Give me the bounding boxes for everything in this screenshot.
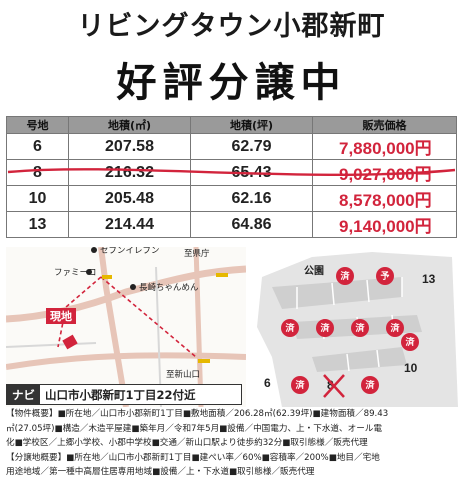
site-label: 現地 — [50, 309, 72, 323]
sold-mark: 済 — [295, 379, 305, 390]
sold-mark-icon — [316, 319, 334, 337]
header-sqm: 地積(㎡) — [68, 116, 191, 134]
lot-label-8: 8 — [327, 378, 334, 392]
lot-label-10: 10 — [404, 361, 418, 375]
sold-mark: 済 — [340, 270, 350, 281]
sold-mark-icon — [401, 333, 419, 351]
info-line: ㎡(27.05坪)■構造／木造平屋建■築年月／令和7年5月■設備／中国電力、上・… — [6, 423, 382, 434]
area-sqm: 214.44 — [68, 211, 191, 238]
site-label-box — [46, 308, 76, 324]
lot-number: 13 — [6, 211, 69, 238]
lot-number: 8 — [6, 159, 69, 186]
store-dot-icon — [91, 247, 97, 253]
header-price: 販売価格 — [312, 116, 457, 134]
traffic-signal-icon — [102, 275, 112, 279]
sold-cross-icon — [323, 374, 345, 398]
sold-mark-icon — [361, 376, 379, 394]
navi-box: ナビ 山口市小郡新町1丁目22付近 — [6, 384, 242, 405]
reserved-mark: 予 — [380, 271, 389, 281]
lot-number: 10 — [6, 185, 69, 212]
navi-label: ナビ — [7, 385, 40, 404]
area-tsubo: 62.16 — [190, 185, 313, 212]
park-label: 公園 — [304, 265, 324, 277]
lot-label-13: 13 — [422, 272, 436, 286]
header-lot: 号地 — [6, 116, 69, 134]
sold-mark: 済 — [390, 322, 400, 333]
area-tsubo: 65.43 — [190, 159, 313, 186]
area-sqm: 207.58 — [68, 133, 191, 160]
page-subtitle: 好評分譲中 — [116, 59, 347, 106]
lot-label-6: 6 — [264, 376, 271, 390]
sold-mark: 済 — [320, 322, 330, 333]
price-table: 号地 地積(㎡) 地積(坪) 販売価格 6 207.58 62.79 7,880… — [6, 116, 457, 238]
table-row: 10 205.48 62.16 8,578,000円 — [6, 185, 457, 212]
traffic-signal-icon — [198, 359, 210, 363]
price: 7,880,000円 — [312, 133, 457, 160]
sold-mark-icon — [351, 319, 369, 337]
access-map: 現地 セブンイレブン ファミーコ 至県庁 長崎ちゃんめん 至新山口 — [6, 247, 246, 407]
sold-mark-icon — [281, 319, 299, 337]
table-row: 6 207.58 62.79 7,880,000円 — [6, 133, 457, 160]
reserved-mark-icon — [376, 267, 394, 285]
site-marker-icon — [62, 334, 78, 350]
store-dot-icon — [130, 284, 136, 290]
sold-mark-icon — [291, 376, 309, 394]
info-line: 【分譲地概要】■所在地／山口市小郡新町1丁目■建ぺい率／60%■容積率／200%… — [6, 452, 380, 463]
nagasaki-label: 長崎ちゃんめん — [139, 282, 199, 292]
area-sqm: 205.48 — [68, 185, 191, 212]
info-line: 用途地域／第一種中高層住居専用地域■設備／上・下水道■取引態様／販売代理 — [6, 467, 315, 477]
property-info: 【物件概要】■所在地／山口市小郡新町1丁目■敷地面積／206.28㎡(62.39… — [6, 407, 458, 480]
shinyamaguchi-label: 至新山口 — [166, 369, 200, 379]
header-tsubo: 地積(坪) — [190, 116, 313, 134]
sold-mark: 済 — [405, 336, 415, 347]
area-tsubo: 62.79 — [190, 133, 313, 160]
sold-mark-icon — [386, 319, 404, 337]
info-line: 化■学校区／上郷小学校、小郡中学校■交通／新山口駅より徒歩約32分■取引態様／販… — [6, 438, 368, 448]
table-row: 8 216.32 65.43 9,027,000円 — [6, 159, 457, 186]
lot-number: 6 — [6, 133, 69, 160]
sold-mark: 済 — [365, 379, 375, 390]
sold-mark: 済 — [285, 322, 295, 333]
price: 9,027,000円 — [312, 159, 457, 186]
navi-address: 山口市小郡新町1丁目22付近 — [45, 387, 196, 402]
store-dot-icon — [86, 269, 92, 275]
sold-mark-icon — [336, 267, 354, 285]
traffic-signal-icon — [216, 273, 228, 277]
seven-eleven-label: セブンイレブン — [100, 247, 160, 255]
page-title: リビングタウン小郡新町 — [77, 11, 386, 42]
area-sqm: 216.32 — [68, 159, 191, 186]
lot-plan: 公園 済 予 済 済 済 済 済 済 済 13 10 6 8 — [252, 247, 458, 407]
table-row: 13 214.44 64.86 9,140,000円 — [6, 211, 457, 238]
family-label: ファミーコ — [54, 267, 97, 277]
sold-mark: 済 — [355, 322, 365, 333]
area-tsubo: 64.86 — [190, 211, 313, 238]
info-line: 【物件概要】■所在地／山口市小郡新町1丁目■敷地面積／206.28㎡(62.39… — [6, 409, 389, 419]
price: 9,140,000円 — [312, 211, 457, 238]
price: 8,578,000円 — [312, 185, 457, 212]
kencho-label: 至県庁 — [184, 248, 210, 258]
